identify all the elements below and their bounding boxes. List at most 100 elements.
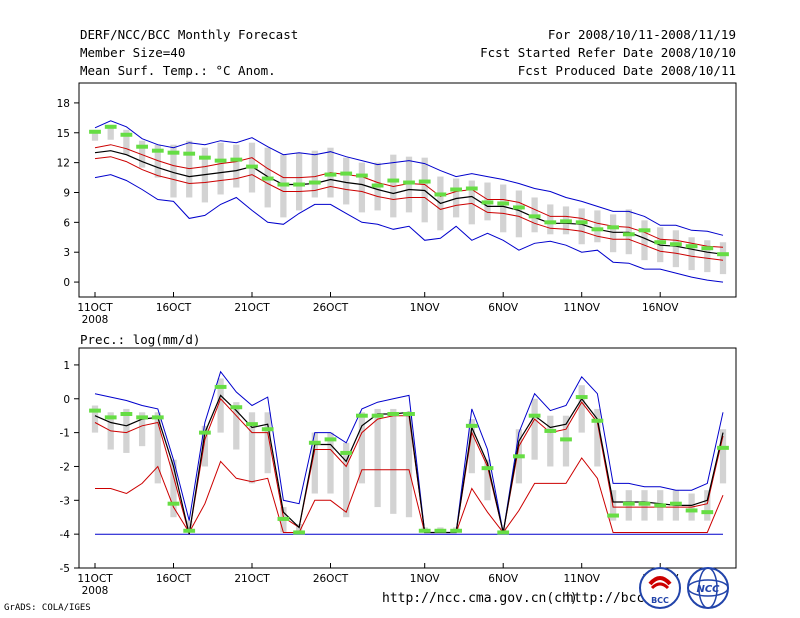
temp-max-line — [94, 120, 724, 236]
temp-spread-box — [123, 129, 130, 155]
temp-spread-box — [311, 150, 318, 198]
temp-member-marker — [654, 240, 667, 245]
precip-spread-box — [390, 408, 397, 514]
temp-spread-box — [578, 208, 585, 245]
temp-member-marker — [528, 214, 541, 219]
temp-member-marker — [230, 157, 243, 162]
precip-member-marker — [513, 454, 525, 459]
precip-y-tick-label: -2 — [60, 461, 70, 473]
temp-plot-frame — [78, 82, 737, 298]
precip-spread-box — [170, 459, 177, 518]
precip-member-marker — [183, 528, 196, 533]
temp-spread-box — [547, 204, 554, 235]
temp-min-line — [94, 174, 724, 283]
precip-spread-box — [311, 432, 318, 494]
temp-y-tick-label: 3 — [63, 247, 70, 259]
precip-member-marker — [670, 501, 682, 506]
temp-y-tick-label: 9 — [63, 187, 70, 199]
temp-spread-box — [343, 157, 350, 205]
grads-credit: GrADS: COLA/IGES — [4, 603, 91, 613]
precip-member-marker — [607, 513, 619, 518]
temp-spread-box — [515, 190, 523, 238]
precip-member-marker — [293, 530, 305, 535]
ncc-url-link[interactable]: http://ncc.cma.gov.cn(ch) — [382, 591, 578, 606]
temp-lower-line — [94, 156, 724, 261]
temp-member-marker — [591, 227, 604, 232]
precip-member-marker — [450, 528, 462, 533]
precip-member-marker — [104, 415, 117, 420]
temp-member-marker — [89, 129, 101, 134]
precip-member-marker — [120, 412, 133, 416]
precip-member-marker — [230, 405, 243, 410]
bcc-url-link[interactable]: http://bcc.c — [566, 591, 660, 606]
temp-member-marker — [356, 173, 368, 178]
temp-member-marker — [387, 178, 400, 183]
temp-member-marker — [324, 172, 337, 177]
temp-member-marker — [371, 183, 384, 188]
precip-spread-box — [531, 398, 538, 460]
precip-spread-box — [154, 412, 161, 484]
precip-member-marker — [717, 445, 729, 450]
precip-y-tick-label: -1 — [60, 428, 70, 440]
temp-spread-box — [233, 144, 240, 188]
precip-member-marker — [560, 437, 572, 442]
temp-y-tick-label: 12 — [57, 158, 70, 170]
precip-spread-box — [123, 408, 130, 453]
precip-member-marker — [481, 466, 494, 471]
temp-member-marker — [167, 150, 180, 155]
temp-spread-box — [594, 210, 601, 243]
temp-spread-box — [358, 162, 366, 213]
precip-y-tick-label: -4 — [60, 529, 71, 541]
temp-member-marker — [308, 180, 321, 185]
precip-member-marker — [340, 450, 353, 455]
precip-y-tick-label: 0 — [63, 394, 70, 406]
precip-x-tick-label: 11NOV — [563, 573, 600, 585]
chart-title: DERF/NCC/BCC Monthly Forecast — [80, 27, 299, 42]
temp-member-marker — [465, 186, 478, 191]
precip-spread-box — [547, 415, 554, 467]
temp-member-marker — [277, 182, 290, 187]
precip-member-marker — [167, 501, 180, 506]
precip-spread-box — [233, 402, 240, 450]
temp-spread-box — [672, 230, 680, 268]
temp-member-marker — [246, 164, 258, 169]
svg-text:BCC: BCC — [651, 596, 669, 605]
temp-spread-box — [719, 242, 727, 275]
start-date-label: Fcst Started Refer Date 2008/10/10 — [480, 45, 736, 60]
precip-member-marker — [497, 530, 510, 535]
temp-member-marker — [560, 219, 572, 224]
precip-x-tick-label: 6NOV — [488, 573, 519, 585]
precip-member-marker — [622, 501, 635, 506]
precip-member-marker — [654, 503, 667, 508]
temp-member-marker — [497, 201, 510, 206]
temp-member-marker — [104, 124, 117, 129]
temp-mean-line — [94, 150, 724, 255]
precip-member-marker — [418, 528, 431, 533]
precip-member-marker — [465, 423, 478, 428]
precip-member-marker — [246, 422, 258, 427]
temp-y-tick-label: 0 — [63, 277, 70, 289]
temp-y-tick-label: 6 — [63, 217, 70, 229]
temp-spread-box — [170, 144, 177, 198]
temp-spread-box — [609, 214, 617, 253]
precip-member-marker — [528, 413, 541, 418]
precip-spread-box — [264, 412, 271, 474]
produced-date-label: Fcst Produced Date 2008/10/11 — [517, 63, 736, 78]
precip-member-marker — [701, 510, 714, 515]
member-size-label: Member Size=40 — [80, 45, 186, 60]
temp-x-tick-label: 26OCT — [313, 302, 349, 314]
temp-member-marker — [293, 182, 305, 187]
precip-lower-line — [95, 457, 724, 534]
precip-member-marker — [434, 528, 447, 533]
temp-spread-box — [154, 144, 161, 178]
precip-spread-box — [343, 442, 350, 518]
precip-member-marker — [199, 430, 211, 435]
temp-member-marker — [670, 242, 682, 247]
temp-member-marker — [622, 232, 635, 237]
temp-spread-box — [468, 180, 475, 225]
precip-spread-box — [719, 429, 727, 484]
precip-spread-box — [138, 412, 146, 447]
precip-member-marker — [89, 408, 101, 413]
precip-x-tick-label: 16OCT — [156, 573, 192, 585]
temp-x-tick-label: 11NOV — [563, 302, 600, 314]
